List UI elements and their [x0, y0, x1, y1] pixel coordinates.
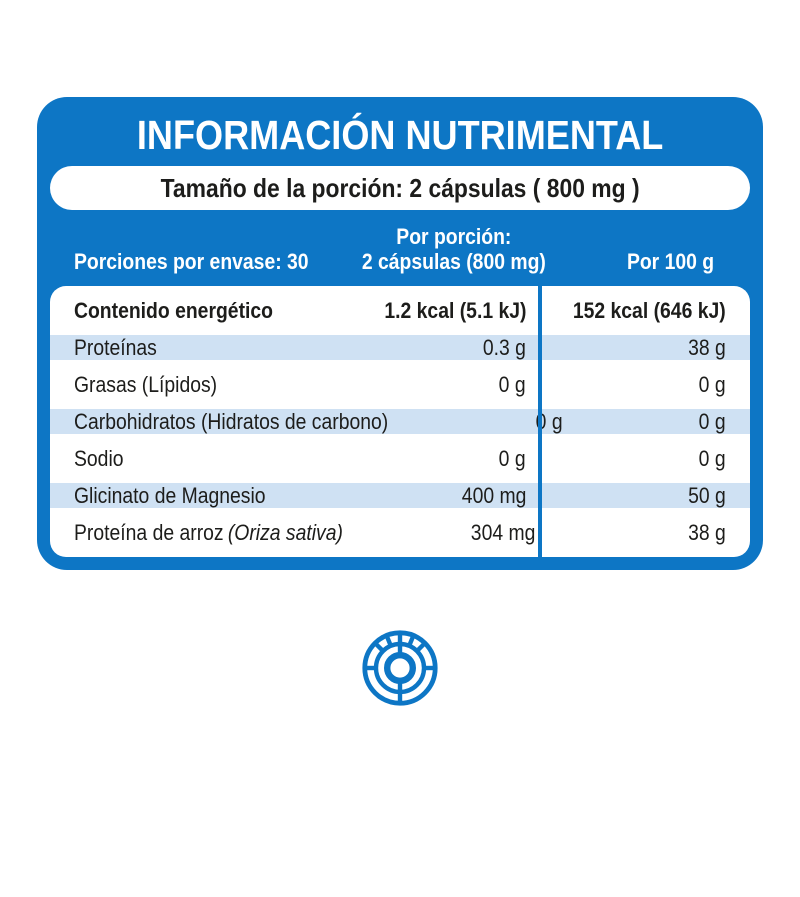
panel-title-text: INFORMACIÓN NUTRIMENTAL [136, 112, 664, 158]
row-label: Proteínas [74, 334, 157, 360]
table-row-energy: Contenido energético 1.2 kcal (5.1 kJ) 1… [50, 292, 750, 329]
row-label: Contenido energético [74, 297, 273, 323]
table-row-sodium: Sodio 0 g 0 g [50, 440, 750, 477]
row-value-per-portion: 304 mg [470, 519, 536, 545]
serving-size-pill: Tamaño de la porción: 2 cápsulas ( 800 m… [50, 166, 750, 210]
wheel-logo-icon [360, 628, 440, 708]
panel-title: INFORMACIÓN NUTRIMENTAL [50, 107, 750, 166]
column-divider [538, 286, 542, 557]
row-label: Glicinato de Magnesio [74, 482, 266, 508]
row-value-per-100g: 0 g [699, 445, 726, 471]
row-value-per-100g: 50 g [688, 482, 726, 508]
row-label: Carbohidratos (Hidratos de carbono) [74, 408, 389, 434]
row-value-per-portion: 0.3 g [482, 334, 526, 360]
table-row-carbohydrates: Carbohidratos (Hidratos de carbono) 0 g … [50, 403, 750, 440]
row-value-per-100g: 152 kcal (646 kJ) [573, 297, 726, 323]
row-value-per-100g: 0 g [699, 408, 726, 434]
row-label: Grasas (Lípidos) [74, 371, 218, 397]
row-value-per-portion: 0 g [499, 445, 526, 471]
row-value-per-portion: 1.2 kcal (5.1 kJ) [383, 297, 526, 323]
row-value-per-portion: 0 g [499, 371, 526, 397]
nutrition-table: Contenido energético 1.2 kcal (5.1 kJ) 1… [50, 286, 750, 557]
nutrition-label-page: INFORMACIÓN NUTRIMENTAL Tamaño de la por… [0, 97, 800, 897]
nutrition-facts-panel: INFORMACIÓN NUTRIMENTAL Tamaño de la por… [37, 97, 763, 570]
serving-size-text: Tamaño de la porción: 2 cápsulas ( 800 m… [160, 172, 640, 203]
column-header-servings-per-container: Porciones por envase: 30 [74, 249, 309, 274]
table-row-rice-protein: Proteína de arroz (Oriza sativa) 304 mg 3… [50, 514, 750, 551]
table-row-fat: Grasas (Lípidos) 0 g 0 g [50, 366, 750, 403]
column-header-per-100g: Por 100 g [626, 249, 714, 274]
row-value-per-portion: 0 g [535, 408, 563, 434]
row-value-per-100g: 0 g [699, 371, 726, 397]
row-value-per-portion: 400 mg [461, 482, 526, 508]
row-label: Proteína de arroz (Oriza sativa) [74, 519, 343, 545]
scientific-name: (Oriza sativa) [227, 519, 343, 545]
row-value-per-100g: 38 g [688, 519, 726, 545]
column-header-per-portion: Por porción: 2 cápsulas (800 mg) [361, 224, 546, 274]
table-row-magnesium-glycinate: Glicinato de Magnesio 400 mg 50 g [50, 477, 750, 514]
row-label: Sodio [74, 445, 124, 471]
table-row-protein: Proteínas 0.3 g 38 g [50, 329, 750, 366]
column-headers: Porciones por envase: 30 Por porción: 2 … [50, 210, 750, 286]
row-value-per-100g: 38 g [688, 334, 726, 360]
